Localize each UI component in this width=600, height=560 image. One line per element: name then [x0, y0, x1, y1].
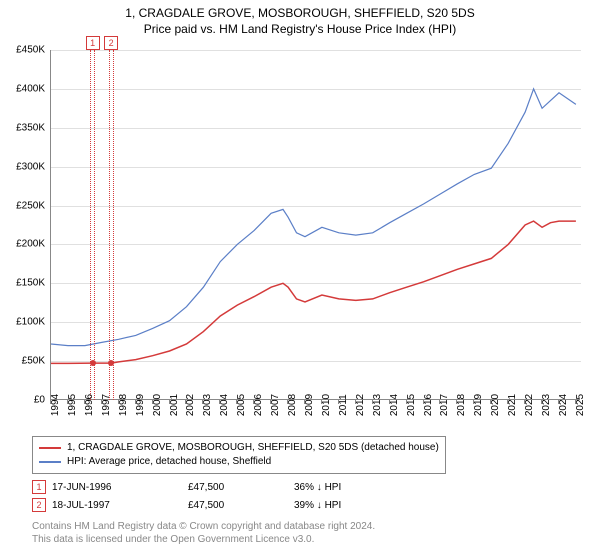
x-axis-label: 1996 [84, 394, 95, 416]
x-axis-label: 2000 [152, 394, 163, 416]
x-axis-label: 2017 [439, 394, 450, 416]
legend-row: 1, CRAGDALE GROVE, MOSBOROUGH, SHEFFIELD… [39, 441, 439, 455]
sale-badge: 1 [32, 480, 46, 494]
x-axis-label: 2019 [473, 394, 484, 416]
legend: 1, CRAGDALE GROVE, MOSBOROUGH, SHEFFIELD… [32, 436, 446, 474]
legend-swatch [39, 447, 61, 449]
y-axis-label: £450K [16, 45, 45, 56]
sale-date: 17-JUN-1996 [52, 482, 182, 493]
y-axis-label: £100K [16, 317, 45, 328]
x-axis-label: 1999 [135, 394, 146, 416]
sale-band [90, 50, 95, 400]
footnote-line-1: Contains HM Land Registry data © Crown c… [32, 520, 375, 533]
sale-marker-dot [90, 360, 96, 366]
series-price_paid [51, 221, 576, 363]
title-line-2: Price paid vs. HM Land Registry's House … [0, 22, 600, 38]
x-axis-label: 1995 [67, 394, 78, 416]
x-axis-label: 2003 [202, 394, 213, 416]
x-axis-label: 2024 [558, 394, 569, 416]
plot-area: 12 [50, 50, 580, 400]
x-axis-label: 2018 [456, 394, 467, 416]
x-axis-label: 2014 [389, 394, 400, 416]
chart-title: 1, CRAGDALE GROVE, MOSBOROUGH, SHEFFIELD… [0, 0, 600, 37]
sale-pct-vs-hpi: 36% ↓ HPI [294, 482, 414, 493]
legend-swatch [39, 461, 61, 463]
sale-row: 2 18-JUL-1997 £47,500 39% ↓ HPI [32, 498, 414, 512]
footnote: Contains HM Land Registry data © Crown c… [32, 520, 375, 546]
title-line-1: 1, CRAGDALE GROVE, MOSBOROUGH, SHEFFIELD… [0, 6, 600, 22]
y-axis-label: £400K [16, 83, 45, 94]
x-axis-label: 2012 [355, 394, 366, 416]
x-axis-label: 2007 [270, 394, 281, 416]
x-axis-label: 2022 [524, 394, 535, 416]
sale-price: £47,500 [188, 500, 288, 511]
x-axis-label: 1998 [118, 394, 129, 416]
sale-pct-vs-hpi: 39% ↓ HPI [294, 500, 414, 511]
x-axis-label: 2008 [287, 394, 298, 416]
x-axis-label: 2025 [575, 394, 586, 416]
x-axis-label: 2006 [253, 394, 264, 416]
footnote-line-2: This data is licensed under the Open Gov… [32, 533, 375, 546]
legend-label: HPI: Average price, detached house, Shef… [67, 455, 271, 469]
y-axis-label: £350K [16, 122, 45, 133]
sales-table: 1 17-JUN-1996 £47,500 36% ↓ HPI 2 18-JUL-1997… [32, 480, 414, 516]
sale-marker-dot [108, 360, 114, 366]
sale-marker-badge: 2 [104, 36, 118, 50]
page: 1, CRAGDALE GROVE, MOSBOROUGH, SHEFFIELD… [0, 0, 600, 560]
x-axis-label: 2023 [541, 394, 552, 416]
y-axis-label: £50K [22, 356, 45, 367]
x-axis-label: 2015 [406, 394, 417, 416]
x-axis-label: 2009 [304, 394, 315, 416]
x-axis-label: 2011 [338, 394, 349, 416]
line-chart: 12 £0£50K£100K£150K£200K£250K£300K£350K£… [50, 50, 580, 400]
x-axis-label: 1994 [50, 394, 61, 416]
x-axis-label: 2013 [372, 394, 383, 416]
x-axis-label: 1997 [101, 394, 112, 416]
x-axis-label: 2010 [321, 394, 332, 416]
x-axis-label: 2021 [507, 394, 518, 416]
y-axis-label: £150K [16, 278, 45, 289]
sale-price: £47,500 [188, 482, 288, 493]
chart-lines [51, 50, 581, 400]
y-axis-label: £250K [16, 200, 45, 211]
y-axis-label: £300K [16, 161, 45, 172]
sale-band [109, 50, 114, 400]
sale-marker-badge: 1 [86, 36, 100, 50]
legend-row: HPI: Average price, detached house, Shef… [39, 455, 439, 469]
x-axis-label: 2001 [169, 394, 180, 416]
series-hpi [51, 89, 576, 346]
x-axis-label: 2004 [219, 394, 230, 416]
x-axis-label: 2020 [490, 394, 501, 416]
legend-label: 1, CRAGDALE GROVE, MOSBOROUGH, SHEFFIELD… [67, 441, 439, 455]
y-axis-label: £200K [16, 239, 45, 250]
sale-badge: 2 [32, 498, 46, 512]
y-axis-label: £0 [34, 395, 45, 406]
x-axis-label: 2005 [236, 394, 247, 416]
sale-row: 1 17-JUN-1996 £47,500 36% ↓ HPI [32, 480, 414, 494]
x-axis-label: 2016 [423, 394, 434, 416]
sale-date: 18-JUL-1997 [52, 500, 182, 511]
x-axis-label: 2002 [185, 394, 196, 416]
